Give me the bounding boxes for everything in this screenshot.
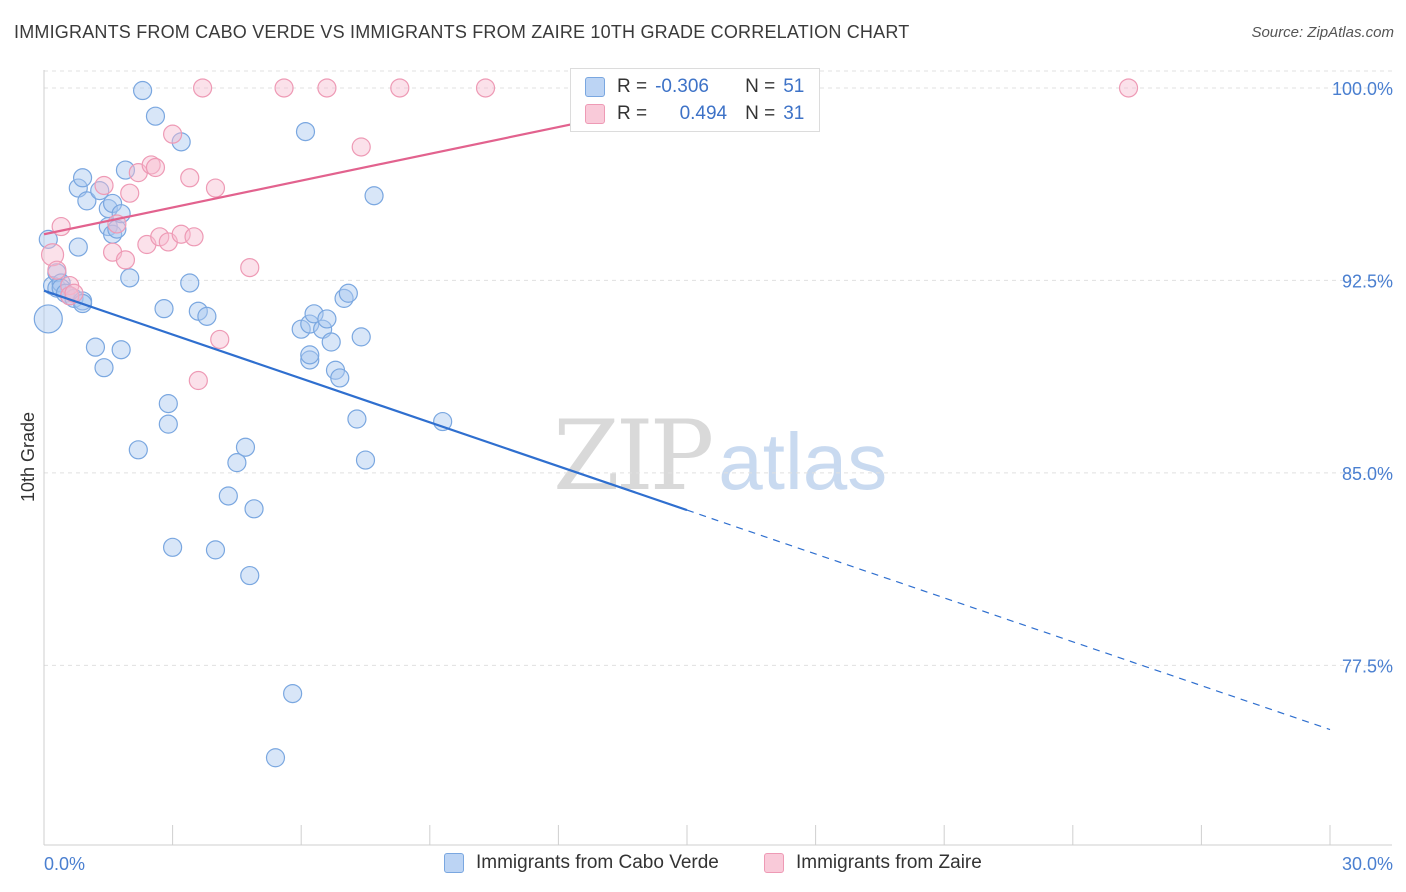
data-point [188, 370, 208, 391]
data-point [210, 329, 230, 350]
x-tick-label: 30.0% [1342, 854, 1393, 874]
data-point [240, 565, 260, 586]
data-point [85, 337, 106, 357]
legend-n-label: N = [745, 76, 776, 97]
data-point [304, 304, 324, 324]
data-point [364, 186, 384, 206]
data-point [317, 309, 337, 329]
data-point [330, 368, 350, 388]
data-point [218, 486, 238, 506]
data-point [193, 78, 213, 98]
legend-swatch-pink [585, 104, 605, 124]
data-point [132, 80, 153, 101]
data-point [94, 175, 114, 196]
data-point [283, 683, 303, 704]
legend-r-label: R = [617, 76, 648, 97]
data-point [300, 350, 320, 370]
y-tick-label: 77.5% [1342, 656, 1393, 676]
data-point [205, 540, 226, 560]
data-point [163, 124, 183, 144]
data-point [77, 191, 97, 211]
x-tick-label: 0.0% [44, 854, 85, 874]
data-point [235, 437, 256, 457]
data-point [265, 748, 286, 768]
data-point [390, 78, 410, 98]
data-point [111, 340, 131, 360]
data-point [317, 78, 337, 98]
data-point [475, 78, 496, 98]
y-axis-label: 10th Grade [18, 412, 38, 502]
watermark: ZIP atlas [553, 400, 887, 512]
data-point [145, 157, 166, 178]
chart-title: IMMIGRANTS FROM CABO VERDE VS IMMIGRANTS… [14, 22, 910, 42]
legend-swatch-blue [585, 77, 605, 97]
data-point [338, 283, 358, 303]
axes [43, 70, 1392, 846]
legend-n-value: 31 [783, 103, 805, 124]
correlation-legend: R = -0.306 N = 51 R = 0.494 N = 31 [570, 68, 820, 132]
source-credit: Source: ZipAtlas.com [1251, 24, 1394, 41]
data-point [197, 306, 217, 326]
data-point [154, 299, 174, 319]
data-point [158, 414, 178, 434]
legend-label-cabo-verde: Immigrants from Cabo Verde [476, 852, 719, 873]
data-point [300, 314, 320, 334]
watermark-zip: ZIP [553, 400, 714, 512]
data-point [184, 227, 204, 247]
trend-line-dashed [686, 509, 1331, 731]
data-point [40, 243, 65, 267]
data-point [1118, 78, 1139, 98]
legend-swatch-pink [764, 853, 784, 873]
data-point [274, 78, 294, 98]
y-tick-label: 85.0% [1342, 464, 1393, 484]
data-point [205, 178, 226, 198]
data-point [64, 283, 84, 303]
data-point [33, 304, 63, 334]
legend-item-cabo-verde: Immigrants from Cabo Verde [444, 852, 719, 874]
trend-line-solid [43, 289, 688, 512]
series-zaire-points [40, 78, 1139, 391]
legend-row-cabo-verde: R = -0.306 N = 51 [585, 74, 804, 100]
data-point [240, 257, 260, 278]
legend-swatch-blue [444, 853, 464, 873]
data-point [347, 409, 367, 429]
data-point [163, 537, 183, 557]
y-tick-label: 100.0% [1332, 79, 1393, 99]
data-point [120, 268, 140, 288]
legend-r-value: -0.306 [655, 76, 709, 97]
legend-label-zaire: Immigrants from Zaire [796, 852, 982, 873]
data-point [47, 260, 67, 280]
data-point [351, 137, 371, 157]
data-point [145, 106, 166, 126]
data-point [68, 237, 88, 257]
data-point [180, 168, 200, 188]
data-point [295, 121, 316, 142]
axis-labels: 77.5% 85.0% 92.5% 100.0% 0.0% 30.0% 10th Grade [18, 79, 1393, 874]
data-point [72, 168, 93, 188]
legend-n-value: 51 [783, 76, 805, 97]
data-point [355, 450, 376, 470]
legend-r-label: R = [617, 103, 648, 124]
data-point [244, 499, 264, 519]
data-point [158, 394, 178, 414]
trend-lines [43, 71, 1331, 731]
legend-n-label: N = [745, 103, 776, 124]
watermark-atlas: atlas [718, 417, 888, 506]
data-point [227, 453, 247, 473]
data-point [94, 358, 114, 378]
data-point [128, 440, 148, 460]
y-tick-label: 92.5% [1342, 271, 1393, 291]
legend-item-zaire: Immigrants from Zaire [764, 852, 982, 874]
legend-row-zaire: R = 0.494 N = 31 [585, 101, 804, 127]
data-point [115, 250, 136, 270]
legend-r-value: 0.494 [679, 103, 728, 124]
data-point [180, 273, 200, 293]
data-point [300, 345, 320, 365]
series-legend: Immigrants from Cabo Verde Immigrants fr… [0, 852, 1406, 876]
data-point [321, 332, 341, 352]
data-point [120, 183, 140, 203]
data-point [351, 327, 371, 347]
